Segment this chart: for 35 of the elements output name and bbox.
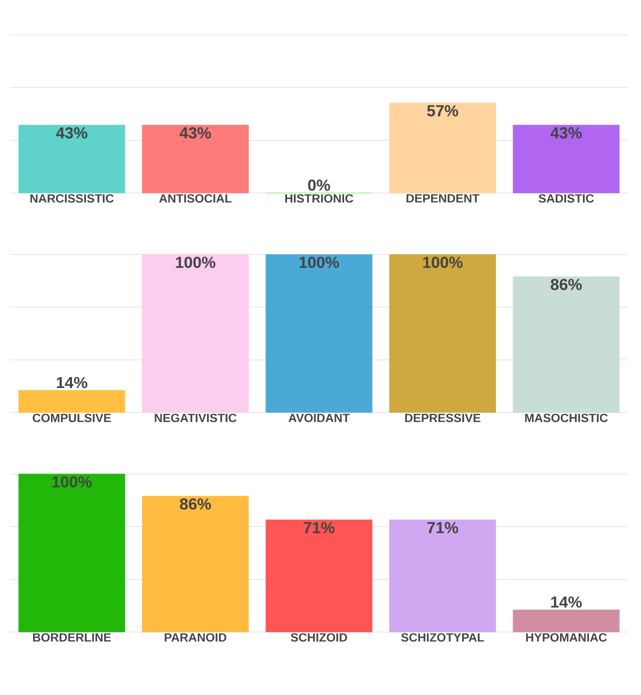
data-label: 100% [300, 256, 339, 268]
data-label: 100% [423, 256, 463, 268]
x-tick-label: MASOCHISTIC [525, 414, 608, 422]
bar [266, 520, 372, 632]
x-tick-label: NARCISSISTIC [30, 194, 114, 203]
data-label: 86% [550, 278, 582, 290]
data-label: 14% [56, 376, 88, 388]
data-label: 86% [180, 498, 211, 510]
bar [142, 496, 249, 632]
x-tick-label: SADISTIC [538, 194, 594, 203]
x-tick-label: HYPOMANIAC [526, 633, 607, 642]
data-label: 71% [427, 522, 458, 534]
x-tick-label: SCHIZOID [290, 633, 348, 642]
x-tick-label: ANTISOCIAL [159, 194, 232, 203]
x-tick-label: PARANOID [164, 633, 226, 642]
bar [18, 474, 126, 632]
data-label: 43% [550, 127, 582, 139]
x-tick-label: AVOIDANT [288, 414, 350, 422]
x-tick-label: NEGATIVISTIC [154, 414, 236, 422]
data-label: 43% [180, 127, 211, 139]
data-label: 43% [56, 127, 88, 139]
bar [389, 520, 496, 632]
data-label: 0% [308, 180, 330, 191]
bar [512, 610, 620, 632]
x-tick-label: DEPENDENT [406, 194, 480, 202]
x-tick-label: HISTRIONIC [285, 194, 354, 203]
x-tick-label: SCHIZOTYPAL [401, 633, 484, 642]
data-label: 100% [176, 256, 216, 268]
data-label: 71% [304, 522, 335, 534]
x-tick-label: DEPRESSIVE [405, 414, 480, 422]
x-tick-label: BORDERLINE [33, 633, 111, 642]
x-tick-label: COMPULSIVE [32, 414, 111, 422]
data-label: 100% [52, 476, 92, 488]
data-label: 14% [551, 596, 582, 608]
data-label: 57% [427, 105, 458, 116]
